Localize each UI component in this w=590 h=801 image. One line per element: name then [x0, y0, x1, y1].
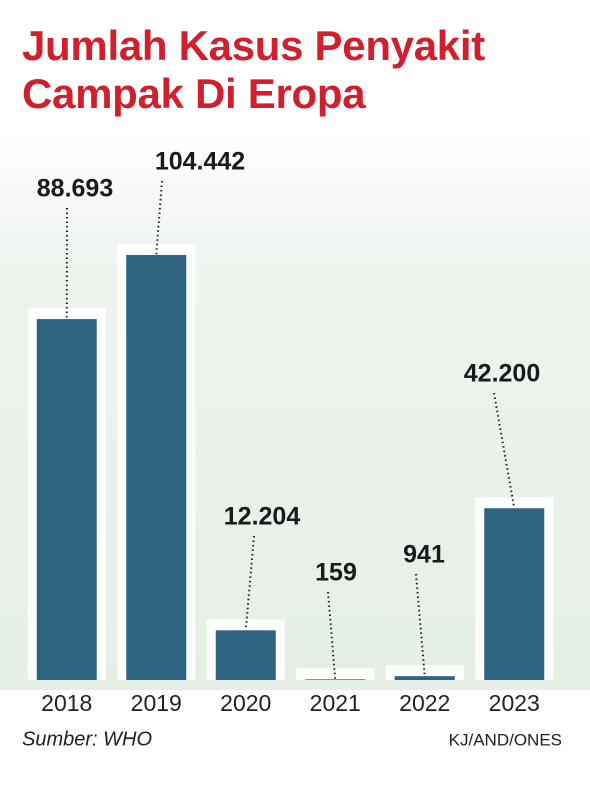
- x-tick-label: 2019: [131, 690, 182, 716]
- x-tick-label: 2018: [41, 690, 92, 716]
- leader-line: [155, 180, 163, 256]
- source: Sumber: WHO: [22, 728, 152, 750]
- bar: [394, 676, 455, 680]
- leader-line: [327, 591, 337, 680]
- bar: [126, 255, 187, 680]
- value-label: 941: [403, 541, 445, 569]
- leader-line: [493, 392, 516, 509]
- value-label: 12.204: [224, 503, 301, 531]
- bar: [484, 508, 545, 680]
- x-tick-label: 2021: [310, 690, 361, 716]
- bar: [215, 630, 276, 680]
- value-label: 42.200: [464, 360, 540, 388]
- bar: [305, 679, 366, 680]
- credit: KJ/AND/ONES: [449, 730, 562, 749]
- x-tick-label: 2023: [489, 690, 540, 716]
- x-tick-label: 2020: [220, 690, 271, 716]
- chart-title: Jumlah Kasus Penyakit Campak Di Eropa: [22, 22, 485, 117]
- value-label: 159: [315, 559, 357, 587]
- value-label: 104.442: [155, 148, 245, 176]
- bar: [36, 319, 97, 680]
- x-tick-label: 2022: [399, 690, 450, 716]
- value-label: 88.693: [37, 175, 113, 203]
